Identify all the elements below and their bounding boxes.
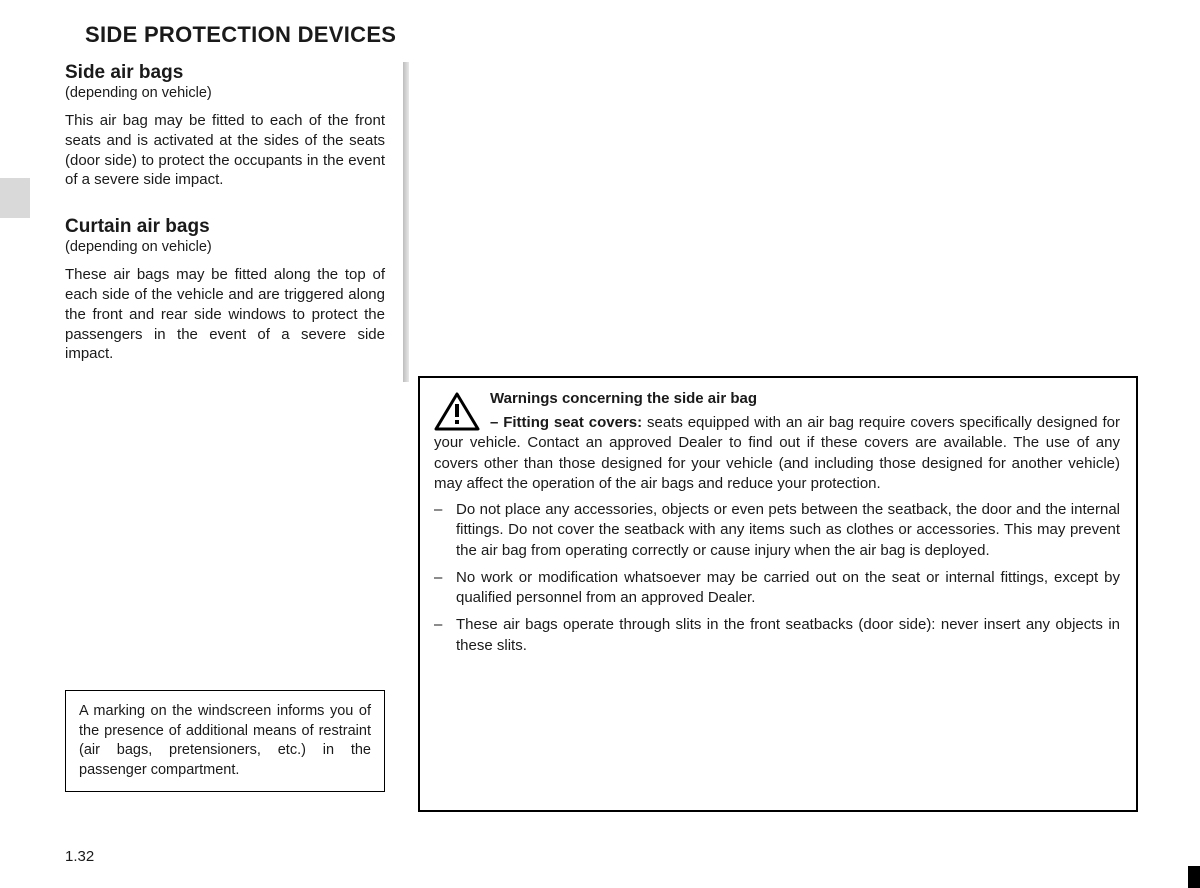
curtain-airbags-body: These air bags may be fitted along the t…	[65, 265, 385, 364]
page-number: 1.32	[65, 848, 94, 865]
side-airbags-heading: Side air bags	[65, 62, 385, 84]
column-divider	[403, 62, 409, 382]
page-title: SIDE PROTECTION DEVICES	[85, 22, 396, 48]
curtain-airbags-note: (depending on vehicle)	[65, 239, 385, 255]
side-airbags-note: (depending on vehicle)	[65, 85, 385, 101]
warning-bullet: No work or modification whatsoever may b…	[434, 568, 1120, 609]
right-corner-tab	[1188, 866, 1200, 888]
warning-title: Warnings concerning the side air bag	[434, 390, 1120, 407]
side-airbags-body: This air bag may be fitted to each of th…	[65, 111, 385, 190]
left-column: Side air bags (depending on vehicle) Thi…	[65, 62, 385, 390]
warning-bullet: These air bags operate through slits in …	[434, 615, 1120, 656]
curtain-airbags-heading: Curtain air bags	[65, 216, 385, 238]
windscreen-info-box: A marking on the windscreen informs you …	[65, 690, 385, 792]
warning-first-bullet: – Fitting seat covers: seats equipped wi…	[434, 413, 1120, 494]
warning-first-lead: – Fitting seat covers:	[490, 414, 642, 431]
warning-bullet: Do not place any accessories, objects or…	[434, 500, 1120, 561]
warning-box: Warnings concerning the side air bag – F…	[418, 376, 1138, 812]
left-side-tab	[0, 178, 30, 218]
warning-triangle-icon	[434, 392, 480, 432]
warning-bullet-list: Do not place any accessories, objects or…	[434, 500, 1120, 656]
